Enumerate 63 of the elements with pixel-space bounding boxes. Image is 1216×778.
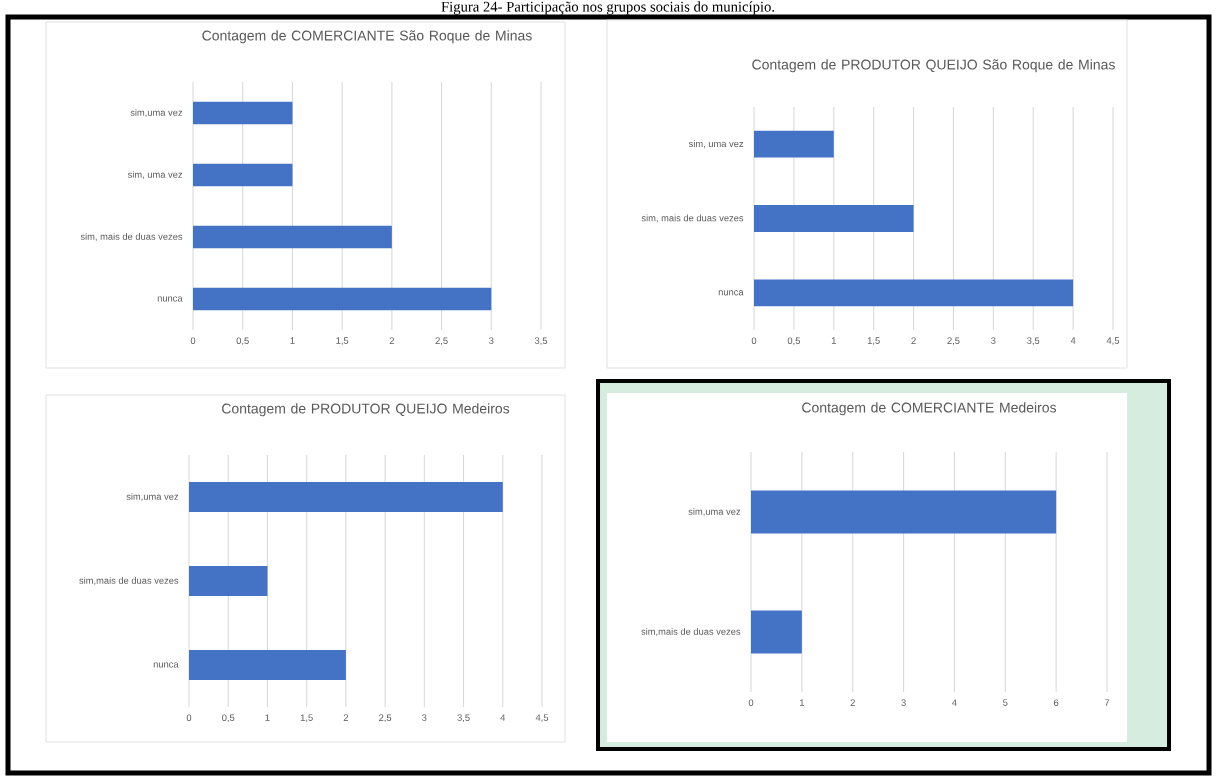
- x-tick-label: 3: [489, 337, 494, 344]
- text: Figura 24- Participação nos grupos sociais do município.: [441, 1, 775, 15]
- x-tick-label: 1: [290, 337, 295, 344]
- x-tick-label: 2: [911, 337, 916, 344]
- x-tick-label: 6: [1054, 699, 1059, 706]
- x-tick-label: 1,5: [300, 714, 313, 722]
- y-tick-label: sim, mais de duas vezes: [641, 214, 744, 223]
- bar: [189, 565, 268, 597]
- chart-title: Contagem de COMERCIANTE São Roque de Minas: [202, 30, 532, 44]
- bar: [193, 225, 392, 249]
- bar: [189, 481, 503, 513]
- chart-title: Contagem de COMERCIANTE Medeiros: [802, 402, 1057, 416]
- x-tick-label: 0,5: [222, 714, 235, 723]
- y-tick-label: sim, uma vez: [688, 140, 744, 149]
- x-tick-label: 3,5: [534, 337, 548, 346]
- chart-title: Contagem de PRODUTOR QUEIJO São Roque de Minas: [752, 59, 1115, 73]
- y-tick-label: sim,uma vez: [126, 493, 179, 501]
- x-tick-label: 4: [500, 714, 506, 721]
- x-tick-label: 5: [1003, 699, 1008, 706]
- x-tick-label: 7: [1104, 699, 1110, 706]
- y-tick-label: nunca: [157, 296, 183, 302]
- y-tick-label: nunca: [718, 290, 744, 296]
- x-tick-label: 2: [389, 337, 394, 344]
- x-tick-label: 2,5: [947, 337, 960, 346]
- x-tick-label: 0: [751, 337, 757, 344]
- y-tick-label: sim,mais de duas vezes: [641, 628, 741, 636]
- x-tick-label: 2: [343, 714, 349, 721]
- bar: [754, 130, 834, 158]
- chart-title: Contagem de PRODUTOR QUEIJO Medeiros: [222, 403, 510, 417]
- x-tick-label: 3,5: [1027, 337, 1040, 346]
- bar: [754, 279, 1074, 307]
- y-tick-label: sim,uma vez: [688, 508, 741, 516]
- bar: [754, 205, 914, 232]
- y-tick-label: sim,mais de duas vezes: [79, 577, 179, 585]
- x-tick-label: 3: [422, 714, 427, 721]
- y-tick-label: nunca: [153, 662, 179, 668]
- x-tick-label: 1: [799, 699, 804, 706]
- bar: [193, 163, 293, 187]
- x-tick-label: 0: [748, 699, 754, 706]
- x-tick-label: 0: [190, 337, 196, 344]
- bar: [193, 287, 492, 311]
- x-tick-label: 1: [265, 714, 270, 721]
- x-tick-label: 1,5: [336, 337, 349, 345]
- bar: [193, 101, 293, 125]
- x-tick-label: 0,5: [787, 337, 800, 346]
- x-tick-label: 0,5: [236, 337, 249, 346]
- x-tick-label: 1,5: [867, 337, 880, 345]
- x-tick-label: 0: [186, 714, 192, 721]
- x-tick-label: 3,5: [457, 714, 470, 723]
- x-tick-label: 2,5: [435, 337, 448, 346]
- x-tick-label: 4,5: [535, 714, 549, 722]
- x-tick-label: 4: [1070, 337, 1076, 344]
- y-tick-label: sim, mais de duas vezes: [80, 233, 183, 241]
- bar: [189, 649, 346, 681]
- y-tick-label: sim, uma vez: [127, 171, 183, 179]
- x-tick-label: 4,5: [1106, 337, 1120, 345]
- x-tick-label: 2: [850, 699, 855, 706]
- x-tick-label: 2,5: [379, 714, 392, 723]
- x-tick-label: 3: [991, 337, 996, 344]
- x-tick-label: 1: [831, 337, 836, 344]
- x-tick-label: 3: [901, 699, 906, 706]
- y-tick-label: sim,uma vez: [130, 109, 183, 117]
- x-tick-label: 4: [952, 699, 957, 706]
